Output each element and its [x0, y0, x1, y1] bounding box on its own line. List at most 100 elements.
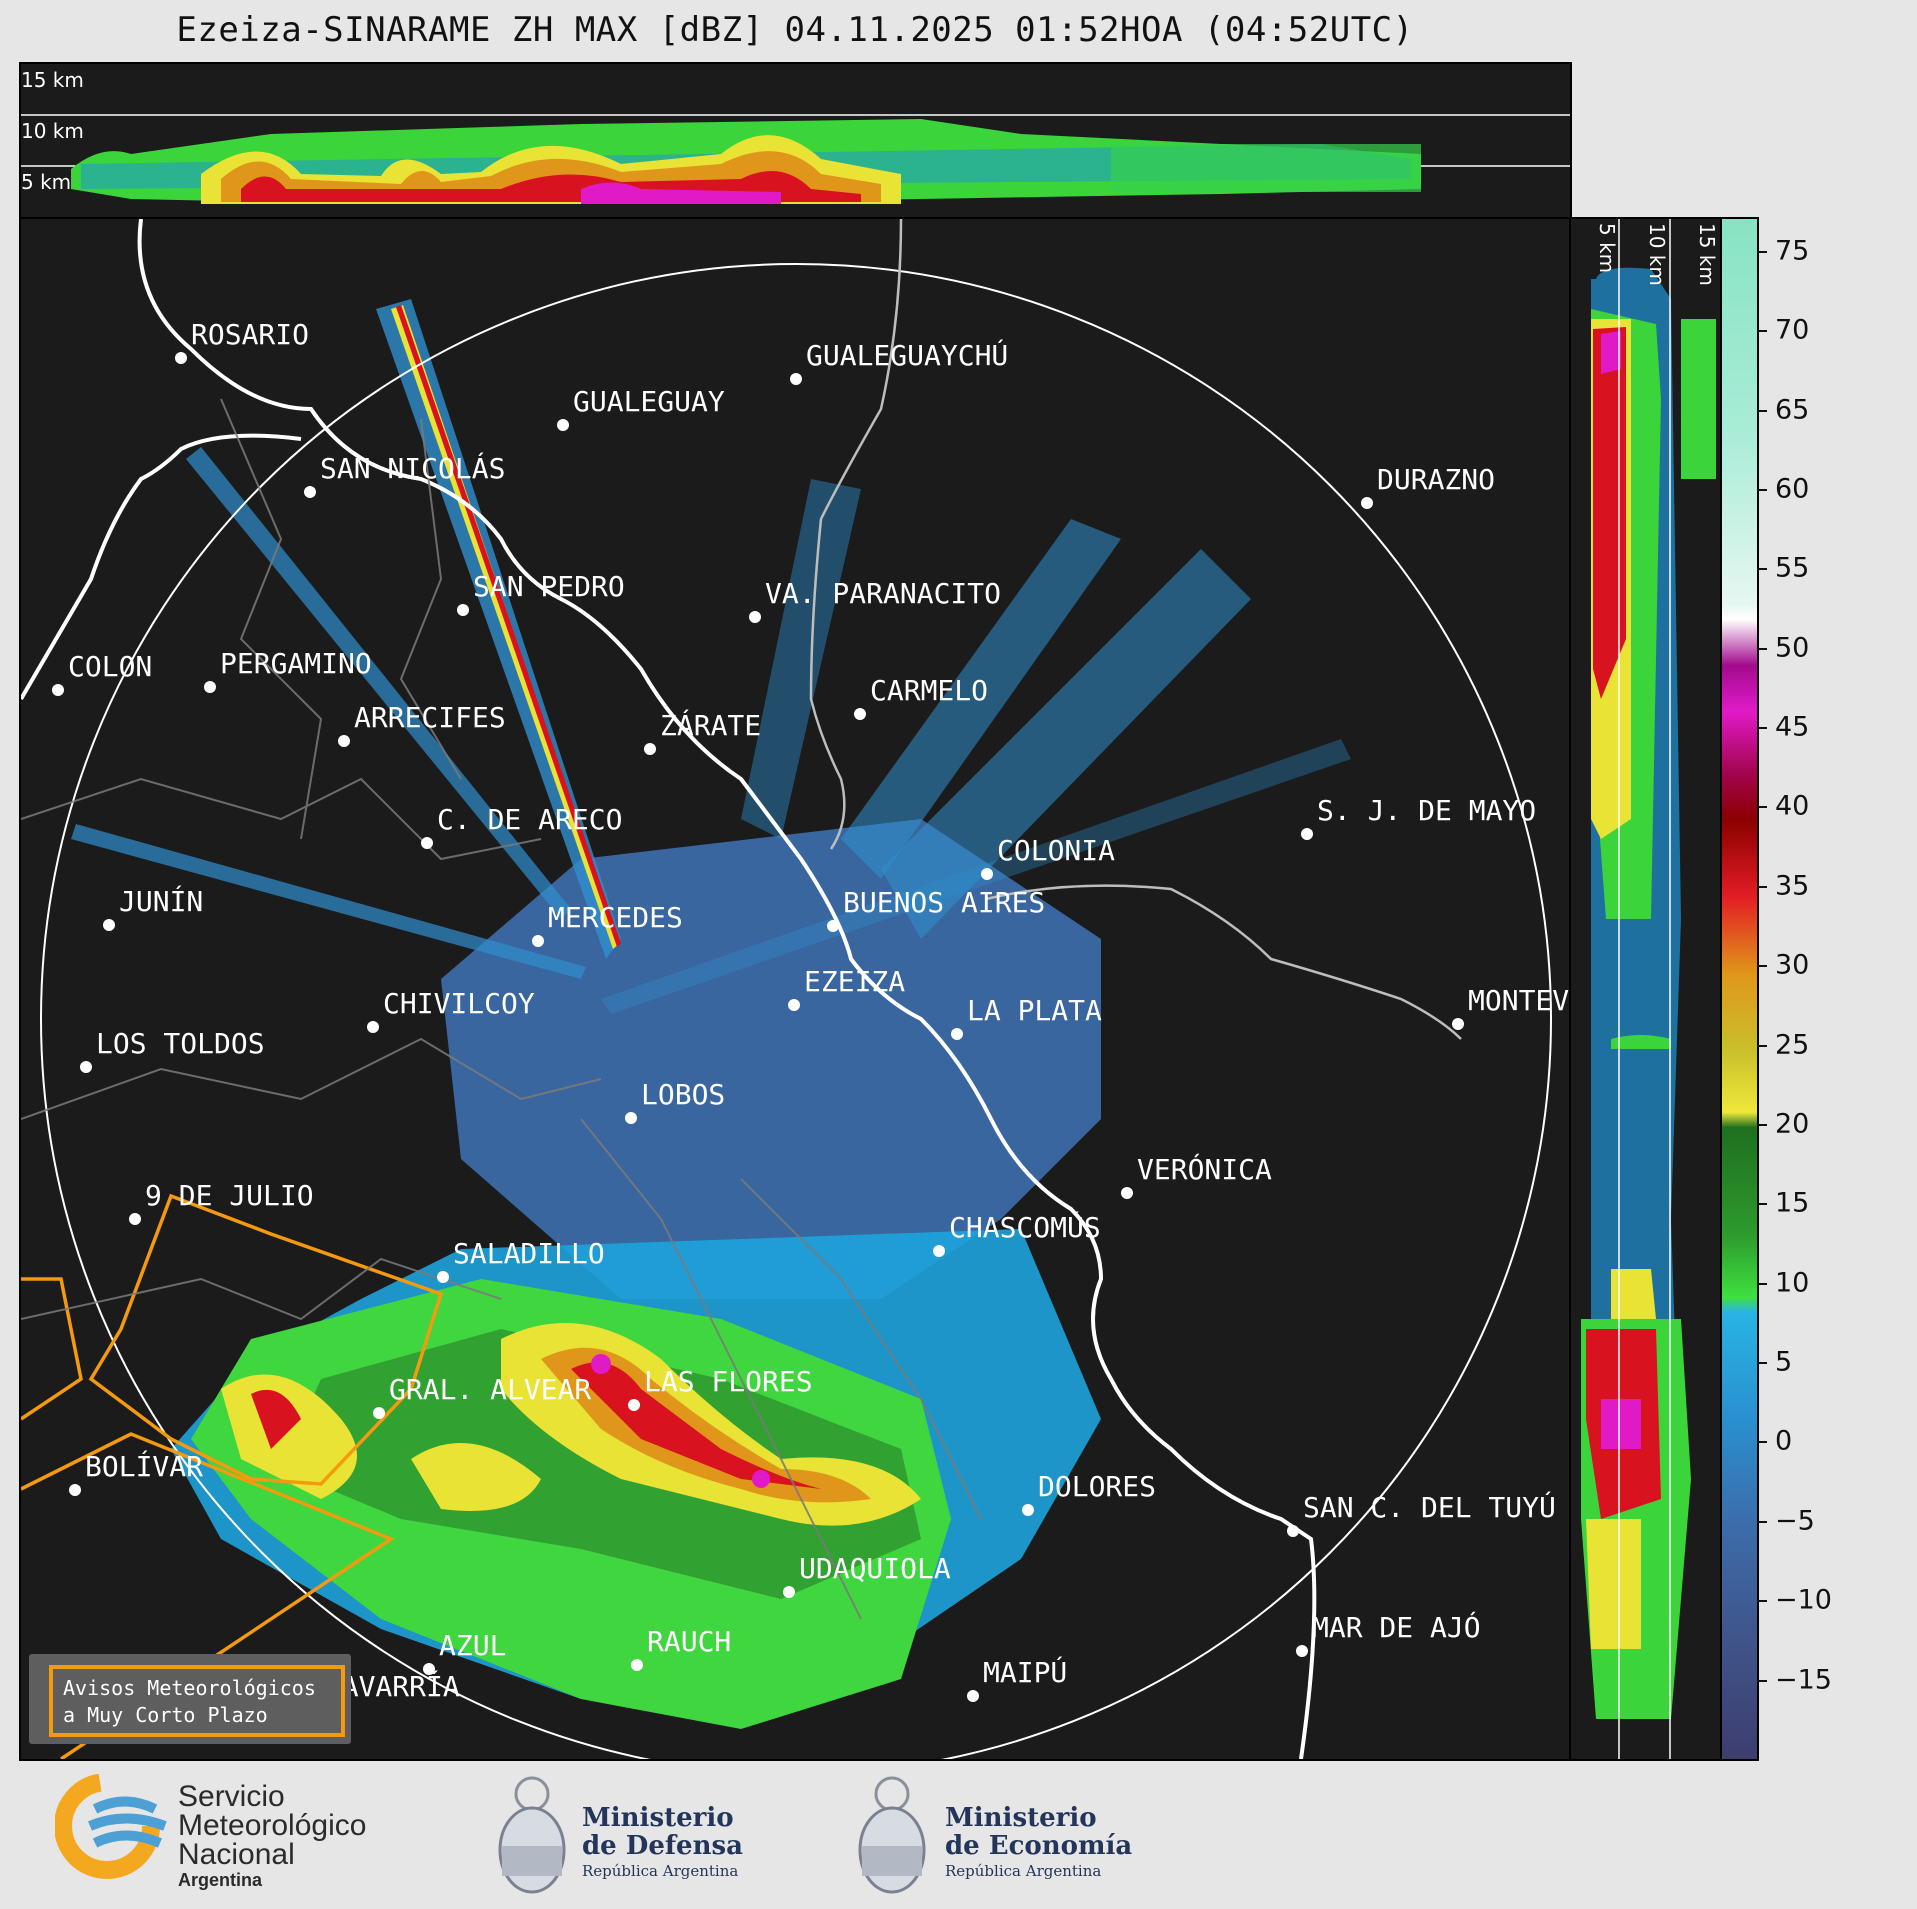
city-label: SALADILLO [453, 1237, 605, 1270]
city-marker-icon [175, 352, 187, 364]
colorbar-tick-label: 45 [1775, 711, 1810, 743]
page-title: Ezeiza-SINARAME ZH MAX [dBZ] 04.11.2025 … [176, 10, 1414, 50]
city-marker-icon [783, 1586, 795, 1598]
top-profile-svg [21, 114, 1570, 204]
city-marker-icon [1287, 1525, 1299, 1537]
city-label: ROSARIO [191, 318, 310, 351]
side-height-profile: 5 km 10 km 15 km [1569, 217, 1723, 1761]
legend-warning-area: Avisos Meteorológicos a Muy Corto Plazo [49, 1665, 345, 1737]
legend-line-1: Avisos Meteorológicos [63, 1676, 316, 1700]
city-label: MONTEVIDEO [1468, 984, 1570, 1017]
colorbar-tick-label: −5 [1775, 1505, 1815, 1537]
colorbar-tick-label: 10 [1775, 1267, 1810, 1299]
city-label: GRAL. ALVEAR [389, 1373, 592, 1406]
city-label: DOLORES [1038, 1470, 1157, 1503]
district-borders [21, 398, 982, 1620]
logo-bar: Servicio Meteorológico Nacional Argentin… [0, 1762, 1917, 1909]
colorbar-tick-label: 20 [1775, 1108, 1810, 1140]
side-height-label-15: 15 km [1695, 223, 1719, 286]
colorbar-tick-label: 15 [1775, 1187, 1810, 1219]
city-marker-icon [367, 1021, 379, 1033]
colorbar-tick [1757, 647, 1767, 650]
colorbar-tick-label: 35 [1775, 870, 1810, 902]
city-marker-icon [749, 611, 761, 623]
economia-line-2: de Economía [945, 1831, 1133, 1861]
colorbar-gradient [1722, 219, 1757, 1759]
colorbar-tick [1757, 965, 1767, 968]
city-marker-icon [981, 868, 993, 880]
city-label: BOLÍVAR [85, 1450, 204, 1483]
city-marker-icon [628, 1399, 640, 1411]
city-marker-icon [1022, 1504, 1034, 1516]
top-height-profile: 15 km 10 km 5 km [19, 62, 1572, 220]
city-marker-icon [204, 681, 216, 693]
city-label: PERGAMINO [220, 647, 372, 680]
city-marker-icon [423, 1663, 435, 1675]
smn-logo-text: Servicio Meteorológico Nacional Argentin… [178, 1782, 366, 1891]
city-marker-icon [421, 837, 433, 849]
smn-logo-icon [55, 1774, 167, 1879]
city-marker-icon [951, 1028, 963, 1040]
city-marker-icon [129, 1213, 141, 1225]
economia-line-1: Ministerio [945, 1803, 1097, 1833]
city-marker-icon [790, 373, 802, 385]
city-label: LA PLATA [967, 994, 1102, 1027]
city-marker-icon [1452, 1018, 1464, 1030]
top-height-label-15: 15 km [21, 68, 84, 92]
radar-map-svg [21, 219, 1552, 1759]
city-marker-icon [457, 604, 469, 616]
city-marker-icon [1121, 1187, 1133, 1199]
smn-line-3: Nacional [178, 1838, 295, 1871]
city-label: VA. PARANACITO [765, 577, 1002, 610]
defensa-line-1: Ministerio [582, 1803, 734, 1833]
colorbar-tick-label: 30 [1775, 949, 1810, 981]
city-label: CARMELO [870, 674, 989, 707]
colorbar-tick [1757, 488, 1767, 491]
city-label: ZÁRATE [660, 709, 762, 742]
colorbar-tick-label: 0 [1775, 1425, 1793, 1457]
economia-logo-text: Ministerio de Economía República Argenti… [945, 1804, 1132, 1882]
colorbar-tick [1757, 1123, 1767, 1126]
colorbar-tick [1757, 1203, 1767, 1206]
city-marker-icon [644, 743, 656, 755]
colorbar-tick-label: 55 [1775, 552, 1810, 584]
city-label: SAN C. DEL TUYÚ [1303, 1491, 1556, 1524]
city-marker-icon [854, 708, 866, 720]
city-marker-icon [69, 1484, 81, 1496]
colorbar-tick [1757, 1044, 1767, 1047]
city-marker-icon [304, 486, 316, 498]
colorbar-ticks: 75 70 65 60 55 50 45 40 35 30 25 20 15 10 5 0 −5 −10 −15 [1757, 217, 1857, 1761]
smn-line-2: Meteorológico [178, 1809, 367, 1842]
city-marker-icon [557, 419, 569, 431]
side-height-label-10: 10 km [1645, 223, 1669, 286]
colorbar-tick-label: 60 [1775, 473, 1810, 505]
smn-line-1: Servicio [178, 1780, 285, 1813]
city-label: LAS FLORES [644, 1365, 813, 1398]
colorbar-tick-label: 75 [1775, 235, 1810, 267]
city-label: CHASCOMÚS [949, 1211, 1101, 1244]
economia-line-3: República Argentina [945, 1862, 1102, 1880]
city-marker-icon [80, 1061, 92, 1073]
colorbar-tick [1757, 1520, 1767, 1523]
city-label: C. DE ARECO [437, 803, 623, 836]
colorbar-tick [1757, 1600, 1767, 1603]
smn-line-4: Argentina [178, 1870, 263, 1890]
city-marker-icon [631, 1659, 643, 1671]
river-borders [809, 219, 1462, 1040]
city-marker-icon [52, 684, 64, 696]
city-marker-icon [933, 1245, 945, 1257]
city-marker-icon [103, 919, 115, 931]
city-label: JUNÍN [119, 885, 204, 918]
colorbar-tick [1757, 330, 1767, 333]
city-marker-icon [1296, 1645, 1308, 1657]
city-marker-icon [967, 1690, 979, 1702]
defensa-line-2: de Defensa [582, 1831, 743, 1861]
city-marker-icon [1361, 497, 1373, 509]
city-label: MAR DE AJÓ [1312, 1611, 1481, 1644]
city-label: AZUL [439, 1629, 507, 1662]
radar-map[interactable]: ROSARIO GUALEGUAYCHÚ GUALEGUAY SAN NICOLÁS D… [19, 217, 1572, 1761]
colorbar-tick-label: 5 [1775, 1346, 1793, 1378]
city-label: GUALEGUAY [573, 385, 725, 418]
city-label: VERÓNICA [1137, 1153, 1272, 1186]
city-label: LOBOS [641, 1078, 726, 1111]
